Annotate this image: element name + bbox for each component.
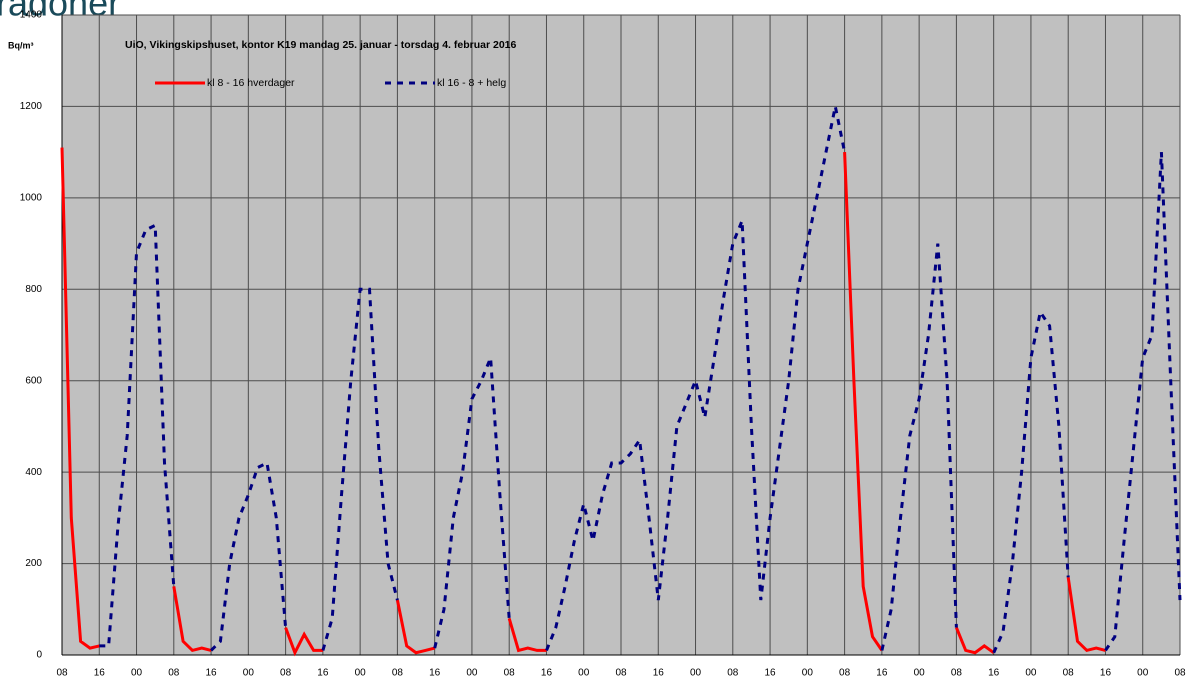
x-tick-label: 00 xyxy=(1025,668,1037,679)
x-tick-label: 00 xyxy=(243,668,255,679)
legend-label: kl 16 - 8 + helg xyxy=(437,77,506,89)
x-tick-label: 16 xyxy=(94,668,106,679)
x-tick-label: 08 xyxy=(168,668,180,679)
x-tick-label: 00 xyxy=(131,668,143,679)
x-tick-label: 08 xyxy=(56,668,68,679)
y-tick-label: 200 xyxy=(25,558,42,569)
x-tick-label: 00 xyxy=(355,668,367,679)
y-tick-label: 600 xyxy=(25,375,42,386)
y-tick-label: 400 xyxy=(25,467,42,478)
x-tick-label: 16 xyxy=(317,668,329,679)
x-tick-label: 00 xyxy=(1137,668,1149,679)
y-axis-label: Bq/m³ xyxy=(8,40,34,50)
x-tick-label: 16 xyxy=(765,668,777,679)
x-tick-label: 08 xyxy=(392,668,404,679)
x-tick-label: 08 xyxy=(951,668,963,679)
x-tick-label: 16 xyxy=(429,668,441,679)
y-tick-label: 1000 xyxy=(20,192,43,203)
y-tick-label: 0 xyxy=(36,650,42,661)
x-tick-label: 16 xyxy=(876,668,888,679)
x-tick-label: 16 xyxy=(206,668,218,679)
x-tick-label: 00 xyxy=(466,668,478,679)
y-tick-label: 1200 xyxy=(20,101,43,112)
x-tick-label: 08 xyxy=(1063,668,1075,679)
chart-title: UiO, Vikingskipshuset, kontor K19 mandag… xyxy=(125,39,517,51)
x-tick-label: 00 xyxy=(690,668,702,679)
x-tick-label: 08 xyxy=(839,668,851,679)
x-tick-label: 16 xyxy=(1100,668,1112,679)
x-tick-label: 08 xyxy=(504,668,516,679)
x-tick-label: 16 xyxy=(988,668,1000,679)
legend-label: kl 8 - 16 hverdager xyxy=(207,77,295,89)
x-tick-label: 16 xyxy=(541,668,553,679)
data-line xyxy=(60,147,1106,657)
x-tick-label: 00 xyxy=(578,668,590,679)
data-line xyxy=(99,106,1182,654)
x-tick-label: 00 xyxy=(802,668,814,679)
x-tick-label: 08 xyxy=(727,668,739,679)
x-tick-label: 16 xyxy=(653,668,665,679)
y-tick-label: 1400 xyxy=(20,10,43,21)
x-tick-label: 08 xyxy=(1174,668,1186,679)
y-tick-label: 800 xyxy=(25,284,42,295)
x-tick-label: 08 xyxy=(615,668,627,679)
x-tick-label: 08 xyxy=(280,668,292,679)
x-tick-label: 00 xyxy=(914,668,926,679)
